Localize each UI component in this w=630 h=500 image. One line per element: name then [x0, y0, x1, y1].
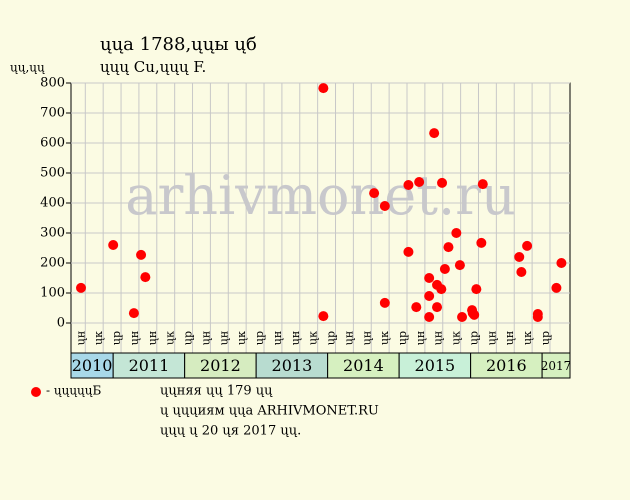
y-tick-label: 500	[40, 166, 65, 181]
point	[128, 308, 139, 319]
y-tick-label: 0	[57, 316, 65, 331]
point	[516, 267, 527, 277]
point	[477, 179, 488, 190]
x-tick-label: ųн	[217, 331, 230, 345]
x-tick-label: ųр	[110, 331, 123, 345]
y-tick-label: 400	[40, 196, 65, 211]
x-tick-label: ųк	[92, 331, 105, 345]
point	[403, 180, 414, 190]
x-tick-label: ųн	[146, 331, 159, 345]
chart-subtitle: ųųų Cu,ųųų F.	[100, 58, 206, 76]
x-tick-label: ųк	[378, 331, 391, 345]
point	[476, 237, 487, 248]
point	[429, 128, 440, 139]
point	[424, 273, 435, 283]
point	[432, 302, 443, 313]
year-band	[255, 352, 329, 379]
year-band	[541, 352, 571, 379]
x-tick-label: ųн	[74, 331, 87, 345]
point	[140, 272, 151, 283]
year-label: 2011	[129, 356, 170, 375]
y-tick-label: 700	[40, 106, 65, 121]
point	[436, 284, 447, 295]
x-tick-label: ųн	[414, 331, 427, 345]
y-tick-label: 600	[40, 136, 65, 151]
y-tick-label: 100	[40, 286, 65, 301]
point	[551, 282, 562, 293]
x-tick-label: ųн	[128, 331, 141, 345]
point	[437, 177, 448, 188]
point	[457, 312, 468, 322]
year-label: 2014	[343, 356, 384, 375]
note: ųųняя ųų 179 ųų	[160, 384, 273, 399]
x-tick-label: ųн	[271, 331, 284, 345]
year-label: 2016	[486, 356, 527, 375]
x-tick-label: ųк	[307, 331, 320, 345]
point	[556, 258, 567, 268]
point	[439, 264, 450, 274]
year-label: 2015	[415, 356, 456, 375]
x-tick-label: ųр	[396, 331, 409, 345]
x-tick-label: ųк	[164, 331, 177, 345]
y-tick-label: 300	[40, 226, 65, 241]
note: ųųų ų 20 ųя 2017 ųų.	[160, 424, 301, 439]
legend-marker	[31, 387, 41, 397]
x-tick-label: ųр	[253, 331, 266, 345]
point	[411, 302, 422, 313]
point	[403, 246, 414, 257]
year-label: 2013	[272, 356, 313, 375]
year-label: 2010	[72, 356, 113, 375]
note: ų ųųųиям ųųa ARHIVMONET.RU	[160, 404, 379, 419]
x-label-area	[70, 322, 571, 354]
year-band	[327, 352, 400, 379]
point	[522, 240, 533, 251]
x-tick-label: ųн	[503, 331, 516, 345]
x-tick-label: ųн	[199, 331, 212, 345]
point	[136, 249, 147, 260]
year-band	[470, 352, 543, 379]
y-tick-label: 200	[40, 256, 65, 271]
x-tick-label: ųр	[325, 331, 338, 345]
point	[443, 242, 454, 253]
point	[379, 297, 390, 308]
x-tick-label: ųн	[432, 331, 445, 345]
point	[451, 228, 462, 238]
watermark: arhivmonet.ru	[125, 164, 515, 227]
x-tick-label: ųн	[342, 331, 355, 345]
x-tick-label: ųн	[289, 331, 302, 345]
point	[318, 311, 329, 322]
point	[318, 83, 329, 94]
x-tick-label: ųк	[521, 331, 534, 345]
point	[471, 284, 482, 295]
y-axis-label: ųų,ųų	[10, 61, 45, 75]
point	[424, 291, 435, 301]
point	[379, 201, 390, 211]
point	[108, 240, 119, 250]
point	[369, 188, 380, 199]
legend-label: - ųųųųųБ	[46, 384, 102, 398]
point	[514, 252, 525, 262]
point	[414, 177, 425, 187]
x-tick-label: ųк	[235, 331, 248, 345]
y-tick-label: 800	[40, 76, 65, 91]
year-label: 2017	[541, 359, 572, 373]
point	[454, 260, 465, 271]
x-tick-label: ųн	[485, 331, 498, 345]
point	[76, 282, 87, 293]
year-band	[398, 352, 472, 379]
point	[532, 312, 543, 322]
year-label: 2012	[200, 356, 241, 375]
year-band	[112, 352, 186, 379]
x-tick-label: ųр	[467, 331, 480, 345]
x-tick-label: ųр	[539, 331, 552, 345]
x-tick-label: ųр	[182, 331, 195, 345]
point	[469, 309, 480, 320]
point	[424, 312, 435, 322]
x-tick-label: ųн	[360, 331, 373, 345]
chart-title: ųųa 1788,ųųы ųб	[100, 34, 257, 55]
x-tick-label: ųк	[450, 331, 463, 345]
